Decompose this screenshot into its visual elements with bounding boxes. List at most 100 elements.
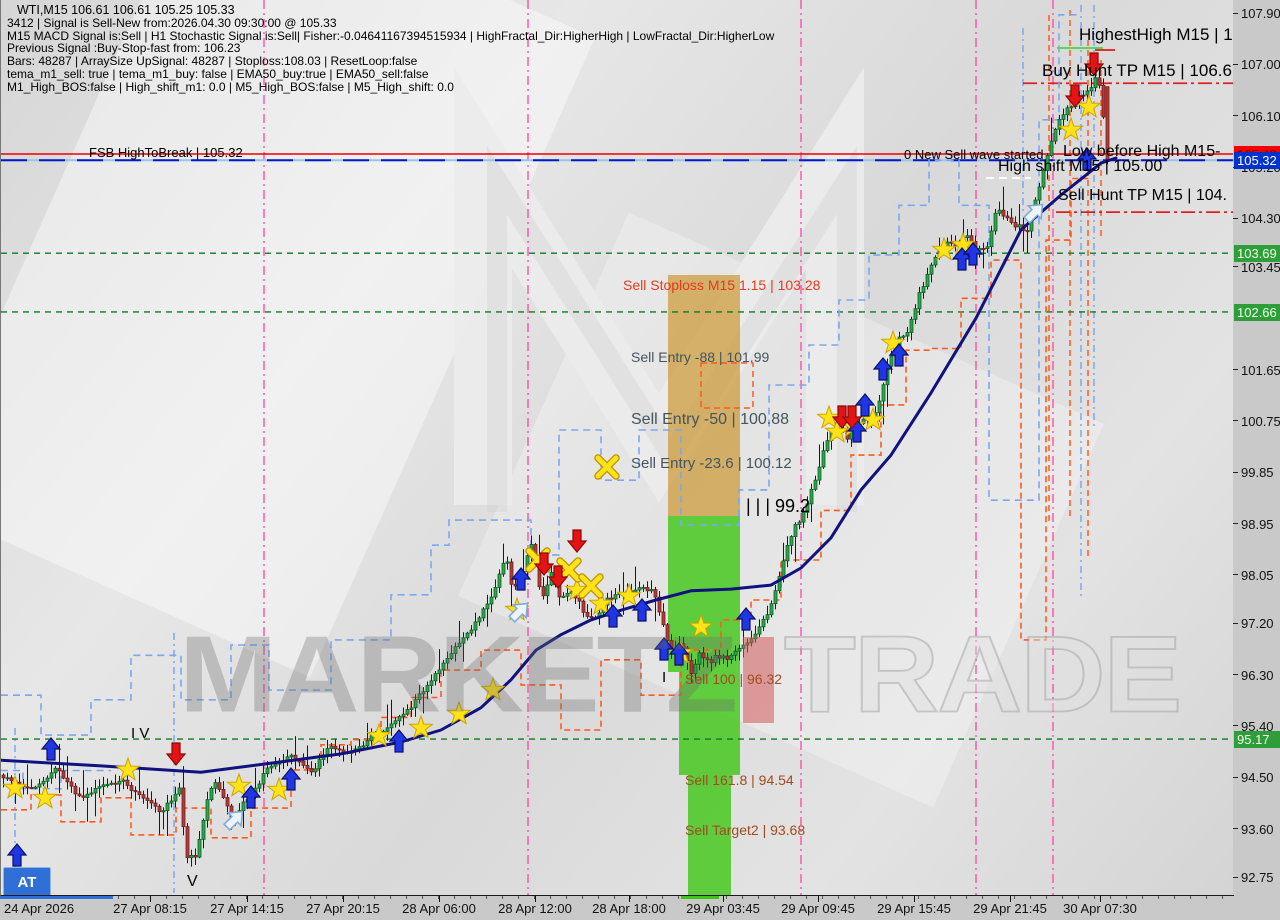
time-axis-minor-tick bbox=[806, 896, 807, 899]
price-axis-tick bbox=[1233, 523, 1238, 525]
chart-annotation: FSB HighToBreak | 105.32 bbox=[89, 145, 243, 160]
macd-stochastic-line: M15 MACD Signal is:Sell | H1 Stochastic … bbox=[7, 28, 775, 43]
price-axis-badge: 95.17 bbox=[1234, 731, 1280, 749]
time-axis-minor-tick bbox=[854, 896, 855, 899]
time-axis-minor-tick bbox=[1030, 896, 1031, 899]
time-axis-minor-tick bbox=[1094, 896, 1095, 899]
time-axis-minor-tick bbox=[1190, 896, 1191, 899]
time-axis-minor-tick bbox=[1110, 896, 1111, 899]
price-axis-tick bbox=[1233, 876, 1238, 878]
time-axis-minor-tick bbox=[1126, 896, 1127, 899]
time-axis-minor-tick bbox=[310, 896, 311, 899]
time-axis-minor-tick bbox=[614, 896, 615, 899]
time-axis-minor-tick bbox=[1174, 896, 1175, 899]
time-axis-minor-tick bbox=[534, 896, 535, 899]
time-axis-label: 27 Apr 20:15 bbox=[306, 901, 380, 916]
time-axis-minor-tick bbox=[646, 896, 647, 899]
time-axis-minor-tick bbox=[278, 896, 279, 899]
chart-canvas[interactable] bbox=[1, 0, 1233, 895]
time-axis-minor-tick bbox=[950, 896, 951, 899]
time-axis-minor-tick bbox=[966, 896, 967, 899]
time-axis-minor-tick bbox=[886, 896, 887, 899]
chart-annotation: Sell Hunt TP M15 | 104. bbox=[1058, 187, 1227, 204]
time-axis-minor-tick bbox=[1142, 896, 1143, 899]
time-axis-minor-tick bbox=[438, 896, 439, 899]
price-axis-label: 92.75 bbox=[1241, 870, 1274, 886]
chart-annotation: HighestHigh M15 | 1 bbox=[1079, 25, 1233, 44]
time-axis-minor-tick bbox=[390, 896, 391, 899]
chart-annotation: Low before High M15- bbox=[1063, 143, 1221, 160]
price-axis-tick bbox=[1233, 12, 1238, 14]
price-axis-label: 95.40 bbox=[1241, 718, 1274, 734]
price-axis-tick bbox=[1233, 115, 1238, 117]
price-axis-tick bbox=[1233, 622, 1238, 624]
time-axis-minor-tick bbox=[758, 896, 759, 899]
chart-plot-area[interactable]: MARKETZ TRADE WTI,M15 106.61 106.61 105.… bbox=[0, 0, 1234, 896]
chart-annotation: Sell Target2 | 93.68 bbox=[685, 822, 806, 838]
time-axis-minor-tick bbox=[518, 896, 519, 899]
time-axis-tick bbox=[247, 896, 248, 902]
time-axis-tick bbox=[818, 896, 819, 902]
chart-annotation: | | | 99.2 bbox=[746, 496, 811, 516]
time-axis-minor-tick bbox=[678, 896, 679, 899]
price-axis-label: 101.65 bbox=[1241, 362, 1280, 378]
price-axis-tick bbox=[1233, 776, 1238, 778]
price-axis-label: 106.10 bbox=[1241, 108, 1280, 124]
time-axis-tick bbox=[629, 896, 630, 902]
price-axis-label: 97.20 bbox=[1241, 616, 1274, 632]
price-axis-tick bbox=[1233, 674, 1238, 676]
time-axis-minor-tick bbox=[358, 896, 359, 899]
time-axis-minor-tick bbox=[742, 896, 743, 899]
time-axis-minor-tick bbox=[1206, 896, 1207, 899]
price-axis-label: 94.50 bbox=[1241, 770, 1274, 786]
time-axis-minor-tick bbox=[134, 896, 135, 899]
time-axis-tick bbox=[343, 896, 344, 902]
chart-annotation: Sell Entry -88 | 101.99 bbox=[631, 349, 770, 365]
symbol-ohlc-line: WTI,M15 106.61 106.61 105.25 105.33 bbox=[17, 3, 235, 17]
time-axis-tick bbox=[1010, 896, 1011, 902]
time-axis-label: 24 Apr 2026 bbox=[4, 901, 75, 916]
time-axis-tick bbox=[535, 896, 536, 902]
time-axis-minor-tick bbox=[630, 896, 631, 899]
time-axis-tick bbox=[439, 896, 440, 902]
chart-annotation: Sell Stoploss M15 1.15 | 103.28 bbox=[623, 277, 821, 293]
price-axis-label: 107.00 bbox=[1241, 57, 1280, 73]
time-axis-minor-tick bbox=[406, 896, 407, 899]
chart-annotation: High shift M15 | 105.00 bbox=[998, 158, 1163, 175]
time-axis-label: 27 Apr 14:15 bbox=[210, 901, 284, 916]
tema-ema-line: tema_m1_sell: true | tema_m1_buy: false … bbox=[7, 66, 429, 81]
time-axis-minor-tick bbox=[454, 896, 455, 899]
bos-shift-line: M1_High_BOS:false | High_shift_m1: 0.0 |… bbox=[7, 79, 454, 94]
time-axis-minor-tick bbox=[182, 896, 183, 899]
chart-annotation: Sell Entry -50 | 100.88 bbox=[631, 411, 790, 428]
chart-annotation: I bbox=[662, 669, 667, 686]
time-axis-minor-tick bbox=[790, 896, 791, 899]
time-axis-minor-tick bbox=[982, 896, 983, 899]
chart-annotation: V bbox=[187, 873, 198, 890]
time-axis-minor-tick bbox=[726, 896, 727, 899]
price-axis-tick bbox=[1233, 725, 1238, 727]
price-axis-tick bbox=[1233, 828, 1238, 830]
time-axis-minor-tick bbox=[502, 896, 503, 899]
time-axis-minor-tick bbox=[582, 896, 583, 899]
price-axis-tick bbox=[1233, 574, 1238, 576]
time-axis-color-strip bbox=[0, 896, 113, 899]
time-axis-minor-tick bbox=[230, 896, 231, 899]
time-axis-minor-tick bbox=[902, 896, 903, 899]
chart-info-panel: WTI,M15 106.61 106.61 105.25 105.33 3412… bbox=[7, 4, 774, 94]
chart-annotation: Buy Hunt TP M15 | 106.67 bbox=[1042, 61, 1234, 80]
chart-annotation: Sell 161.8 | 94.54 bbox=[685, 772, 794, 788]
time-axis-tick bbox=[723, 896, 724, 902]
bars-stoploss-line: Bars: 48287 | ArraySize UpSignal: 48287 … bbox=[7, 54, 418, 69]
auto-trade-button[interactable]: AT bbox=[3, 867, 51, 895]
time-axis-minor-tick bbox=[118, 896, 119, 899]
time-axis-minor-tick bbox=[1078, 896, 1079, 899]
price-axis[interactable]: 107.90107.00106.10105.20104.30103.45101.… bbox=[1233, 0, 1280, 895]
chart-annotation: Sell 100 | 96.32 bbox=[685, 671, 783, 687]
chart-annotation: I V bbox=[131, 725, 150, 742]
time-axis-minor-tick bbox=[870, 896, 871, 899]
time-axis[interactable]: 24 Apr 2026 27 Apr 08:15 27 Apr 14:15 27 Ap… bbox=[0, 896, 1280, 920]
price-axis-tick bbox=[1233, 63, 1238, 65]
time-axis-minor-tick bbox=[246, 896, 247, 899]
